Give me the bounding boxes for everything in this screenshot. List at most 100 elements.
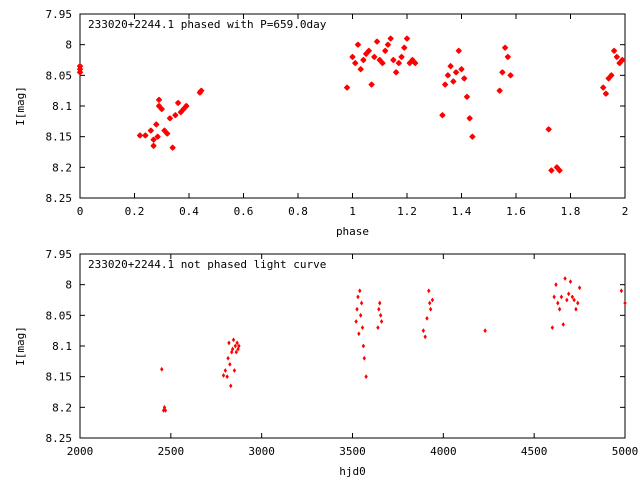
data-point [354,41,362,48]
data-point [561,322,565,327]
y-tick-label: 7.95 [46,8,73,21]
data-point [223,368,228,373]
data-point [387,35,394,42]
data-point [545,126,552,133]
data-point [352,59,359,67]
data-point [230,346,235,352]
y-tick-label: 8 [65,279,72,292]
data-point [356,294,360,300]
data-point [574,306,578,312]
plot-title: 233020+2244.1 phased with P=659.0day [88,18,327,31]
data-point [570,294,574,300]
y-axis-label: I[mag] [14,86,27,126]
data-point [390,56,397,64]
data-point [379,319,384,324]
data-point [228,362,232,367]
data-point [439,112,446,119]
data-point [166,115,174,122]
data-point [623,300,627,306]
unphased-light-curve-plot: 2000 2500 3000 3500 4000 4500 5000 7.95 8 8.05 8.1… [14,248,638,478]
y-tick-label: 8 [65,39,72,52]
data-point [164,130,171,137]
data-point [198,87,205,94]
x-tick-label: 1 [349,205,356,218]
data-point [411,59,419,67]
data-point [147,127,155,134]
data-point [602,90,610,97]
data-point [501,44,509,51]
y-tick-label: 8.1 [52,340,72,353]
data-point [608,72,615,79]
data-point [577,285,582,291]
x-tick-label: 0 [77,205,84,218]
y-tick-label: 8.1 [52,100,72,113]
data-point [430,297,435,303]
data-point [183,102,190,110]
data-point [357,331,361,337]
data-point [376,325,380,330]
data-point [567,291,571,297]
y-tick-label: 8.05 [46,69,73,82]
data-point [401,44,408,51]
x-tick-label: 4000 [430,445,457,458]
data-point [379,59,386,67]
data-point [233,343,238,349]
data-point [361,343,366,349]
data-point [613,53,621,61]
data-point [557,306,562,312]
data-point [377,306,381,312]
data-point [382,47,389,54]
data-point [450,78,457,85]
data-point [507,72,514,79]
data-point [227,340,231,346]
data-point [398,53,405,61]
data-point [235,340,239,346]
data-point [619,56,626,64]
data-point [225,374,229,380]
data-point [610,47,618,54]
data-point [231,337,236,343]
x-tick-label: 1.4 [452,205,472,218]
data-point [552,294,556,300]
data-point [349,53,356,61]
data-point [421,328,426,334]
data-point [355,306,359,312]
plot-frame [79,253,626,439]
data-point [174,99,182,107]
data-point [425,316,429,321]
x-tick-label: 1.8 [561,205,581,218]
data-point [76,69,84,76]
data-point [158,105,165,113]
x-tick-label: 2 [622,205,629,218]
data-point [153,121,160,128]
data-point [483,328,487,334]
data-point [504,53,512,61]
data-point [226,355,230,361]
x-tick-label: 3000 [248,445,275,458]
data-point [237,343,241,349]
data-point [441,81,449,88]
x-tick-label: 2500 [158,445,185,458]
data-point [172,112,179,119]
data-point [358,288,362,294]
data-point [452,69,460,76]
data-point [371,53,378,61]
x-tick-label: 2000 [67,445,94,458]
y-tick-label: 8.05 [46,309,73,322]
x-tick-label: 3500 [339,445,366,458]
data-point [229,383,233,389]
y-tick-label: 8.2 [52,161,72,174]
data-point [364,374,368,380]
data-point [136,132,144,139]
y-tick-label: 8.15 [46,131,73,144]
data-point [359,300,364,306]
data-point [357,66,364,73]
x-axis-label: hjd0 [339,465,366,478]
data-point [234,349,238,355]
x-tick-label: 1.2 [397,205,417,218]
data-point [556,300,560,306]
phased-light-curve-plot: 0 0.2 0.4 0.6 0.8 1 1.2 1.4 1.6 1.8 2 7.95 8 8.05 8.1 8… [14,8,628,238]
data-point [365,47,373,54]
data-point [559,294,564,300]
